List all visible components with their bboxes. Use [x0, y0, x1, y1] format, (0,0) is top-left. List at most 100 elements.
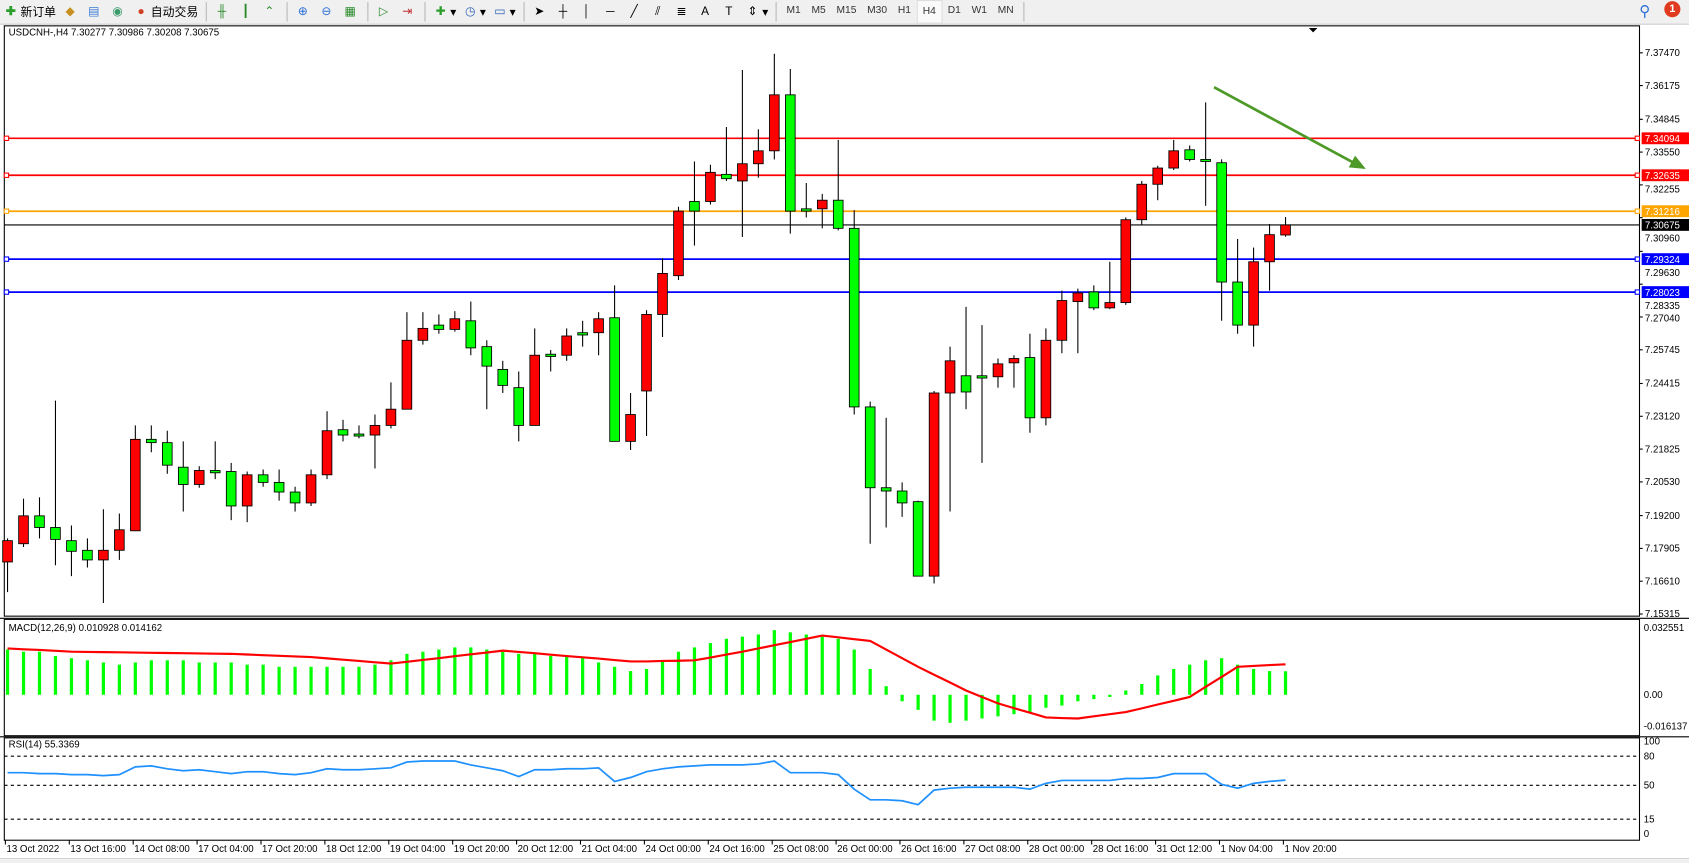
auto-trading-button[interactable]: ● 自动交易 [130, 1, 201, 23]
trend-arrow-line[interactable] [1213, 86, 1358, 166]
vertical-line-button[interactable]: │ [576, 1, 600, 23]
candle-body [497, 368, 509, 386]
separator [775, 2, 777, 22]
timeframe-m5[interactable]: M5 [811, 4, 826, 17]
chart-canvas[interactable]: USDCNH-,H4 7.30277 7.30986 7.30208 7.306… [0, 25, 1689, 860]
zoom-in-button[interactable]: ⊕ [292, 1, 316, 23]
candle-body [737, 163, 748, 182]
cursor-button[interactable]: ➤ [528, 1, 552, 23]
level-handle[interactable] [3, 289, 10, 295]
horizontal-line-button[interactable]: ─ [600, 1, 624, 23]
time-label: 13 Oct 16:00 [70, 844, 126, 855]
candle-body [641, 314, 652, 392]
level-handle[interactable] [1634, 208, 1641, 214]
time-label: 13 Oct 2022 [6, 844, 59, 855]
candle [561, 328, 572, 361]
candle-body [1104, 302, 1116, 309]
candle [18, 498, 29, 548]
candle-body [609, 317, 620, 442]
candle-body [1200, 158, 1211, 162]
candle [273, 469, 285, 501]
auto-scroll-button[interactable]: ▷ [373, 1, 397, 23]
candle [864, 401, 876, 544]
chart-shift-marker-icon [1308, 28, 1318, 33]
candle-body [529, 354, 540, 426]
candle [130, 425, 141, 532]
candle [177, 441, 189, 512]
candle [2, 538, 13, 593]
trendline-button[interactable]: ╱ [623, 1, 647, 23]
fibonacci-button[interactable]: ≣ [671, 1, 695, 23]
level-handle[interactable] [1634, 289, 1641, 295]
candle-body [241, 474, 253, 507]
new-order-button[interactable]: ✚ 新订单 [0, 1, 59, 23]
text-label-button[interactable]: T [718, 1, 742, 23]
candle-body [593, 318, 604, 334]
timeframe-d1[interactable]: D1 [947, 4, 961, 17]
level-handle[interactable] [3, 135, 10, 141]
candle-body [209, 470, 221, 474]
candle [146, 425, 157, 453]
candle [401, 312, 413, 410]
notification-badge[interactable]: 1 [1664, 1, 1681, 18]
candle-body [1088, 291, 1100, 309]
candle-body [625, 414, 636, 442]
candle-body [385, 408, 397, 426]
candle [1200, 102, 1211, 206]
bar-chart-button[interactable]: ╫ [211, 1, 235, 23]
candle-body [481, 346, 493, 367]
crosshair-button[interactable]: ┼ [552, 1, 576, 23]
equidistant-channel-button[interactable]: ⫽ [647, 1, 671, 23]
candlestick-icon: ┃ [242, 5, 250, 19]
periods-button[interactable]: ◷ ▾ [459, 1, 489, 23]
candle [1168, 139, 1179, 171]
candlestick-button[interactable]: ┃ [235, 1, 259, 23]
search-icon[interactable]: ⚲ [1639, 2, 1651, 20]
level-handle[interactable] [1634, 135, 1641, 141]
signals-button[interactable]: ◉ [107, 1, 131, 23]
rsi-tick-label: 80 [1644, 751, 1655, 762]
candle [896, 482, 908, 517]
tile-windows-button[interactable]: ▦ [339, 1, 363, 23]
data-window-button[interactable]: ▤ [83, 1, 107, 23]
arrows-button[interactable]: ⇕ ▾ [742, 1, 772, 23]
level-handle[interactable] [3, 208, 10, 214]
chart-shift-button[interactable]: ⇥ [396, 1, 420, 23]
zoom-out-button[interactable]: ⊖ [316, 1, 340, 23]
level-handle[interactable] [3, 256, 10, 262]
candle [465, 301, 477, 356]
level-handle[interactable] [1634, 256, 1641, 262]
rsi-panel[interactable] [3, 737, 1641, 841]
timeframe-h4[interactable]: H4 [916, 0, 943, 24]
text-button[interactable]: A [694, 1, 718, 23]
timeframe-h1[interactable]: H1 [897, 4, 911, 17]
timeframe-m1[interactable]: M1 [786, 4, 801, 17]
price-tick-label: 7.30960 [1645, 233, 1681, 244]
timeframe-m15[interactable]: M15 [836, 4, 857, 17]
market-watch-icon: ◆ [65, 5, 75, 19]
candle-body [1184, 149, 1195, 160]
indicators-button[interactable]: ✚ ▾ [430, 1, 460, 23]
auto-trading-label: 自动交易 [150, 6, 199, 20]
timeframe-mn[interactable]: MN [997, 4, 1014, 17]
candle-body [50, 527, 61, 540]
current-price-label: 7.30675 [1645, 221, 1680, 232]
timeframe-w1[interactable]: W1 [971, 4, 987, 17]
main-panel[interactable] [3, 25, 1641, 617]
candle-body [673, 210, 684, 277]
horizontal-line-icon: ─ [606, 5, 615, 19]
candle-body [273, 481, 285, 493]
chart-window[interactable]: USDCNH-,H4 7.30277 7.30986 7.30208 7.306… [0, 24, 1689, 860]
candle-body [1232, 281, 1243, 326]
candle-body [689, 201, 700, 212]
level-handle[interactable] [3, 172, 10, 178]
timeframe-m30[interactable]: M30 [867, 4, 888, 17]
level-handle[interactable] [1634, 172, 1641, 178]
candle-body [816, 199, 828, 210]
candle-body [369, 424, 381, 436]
candle [769, 53, 780, 160]
separator [523, 2, 525, 22]
templates-button[interactable]: ▭ ▾ [494, 5, 516, 19]
market-watch-button[interactable]: ◆ [59, 1, 83, 23]
line-chart-button[interactable]: ⌃ [259, 1, 283, 23]
